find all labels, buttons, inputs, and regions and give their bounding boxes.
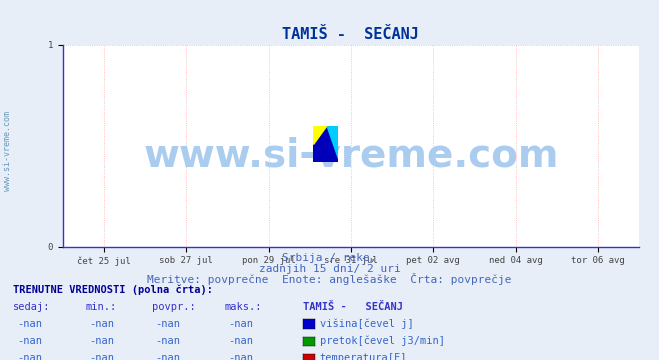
Text: Srbija / reke,: Srbija / reke, (282, 253, 377, 263)
Text: TRENUTNE VREDNOSTI (polna črta):: TRENUTNE VREDNOSTI (polna črta): (13, 285, 213, 296)
Text: min.:: min.: (86, 302, 117, 312)
Text: sedaj:: sedaj: (13, 302, 51, 312)
Text: povpr.:: povpr.: (152, 302, 195, 312)
Text: www.si-vreme.com: www.si-vreme.com (143, 137, 559, 175)
Text: -nan: -nan (90, 319, 115, 329)
Polygon shape (326, 126, 338, 162)
Text: -nan: -nan (228, 336, 253, 346)
Text: -nan: -nan (156, 319, 181, 329)
Text: pretok[čevel j3/min]: pretok[čevel j3/min] (320, 336, 445, 346)
Text: -nan: -nan (156, 354, 181, 360)
Text: -nan: -nan (228, 319, 253, 329)
Text: zadnjih 15 dni/ 2 uri: zadnjih 15 dni/ 2 uri (258, 264, 401, 274)
Text: -nan: -nan (17, 336, 42, 346)
Text: www.si-vreme.com: www.si-vreme.com (3, 111, 13, 191)
Polygon shape (313, 126, 326, 144)
Text: maks.:: maks.: (224, 302, 262, 312)
Text: temperatura[F]: temperatura[F] (320, 354, 407, 360)
Text: -nan: -nan (90, 336, 115, 346)
Text: -nan: -nan (17, 319, 42, 329)
Text: Meritve: povprečne  Enote: anglešaške  Črta: povprečje: Meritve: povprečne Enote: anglešaške Črt… (147, 273, 512, 285)
Polygon shape (313, 126, 338, 162)
Title: TAMIŠ -  SEČANJ: TAMIŠ - SEČANJ (283, 27, 419, 42)
Text: -nan: -nan (228, 354, 253, 360)
Text: -nan: -nan (17, 354, 42, 360)
Text: -nan: -nan (156, 336, 181, 346)
Text: -nan: -nan (90, 354, 115, 360)
Text: višina[čevel j]: višina[čevel j] (320, 318, 413, 329)
Text: TAMIŠ -   SEČANJ: TAMIŠ - SEČANJ (303, 302, 403, 312)
